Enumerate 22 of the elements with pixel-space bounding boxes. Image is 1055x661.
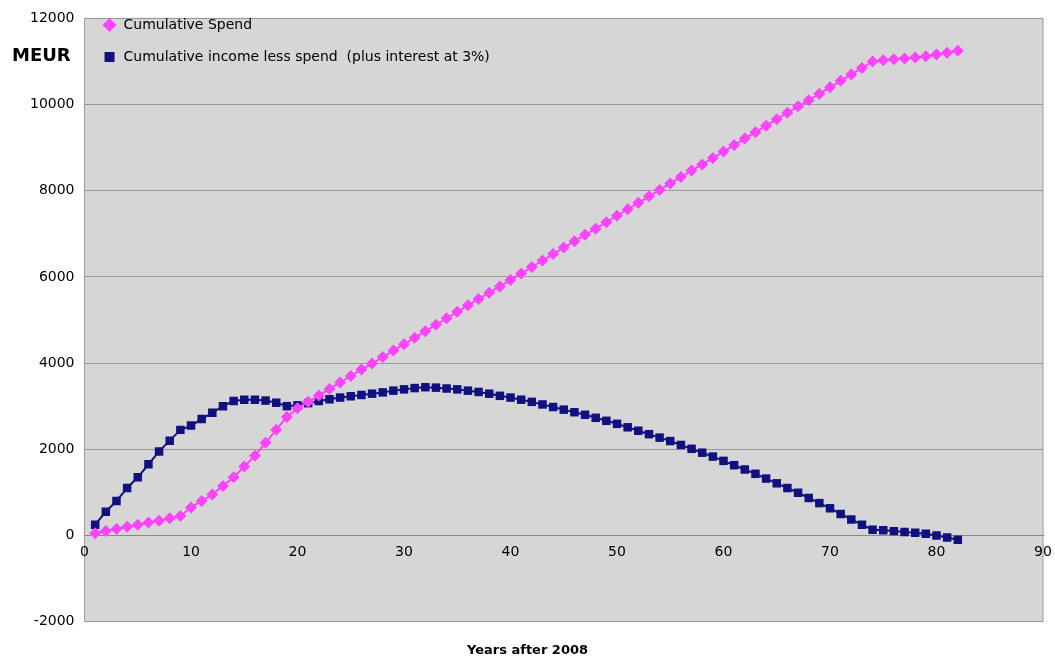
y-tick-label: 12000 — [29, 9, 75, 26]
y-tick-label: 4000 — [38, 353, 75, 370]
x-tick-label: 90 — [1034, 543, 1052, 560]
x-axis-title: Years after 2008 — [465, 642, 590, 657]
y-tick-label: -2000 — [33, 612, 75, 629]
x-tick-label: 10 — [182, 543, 200, 560]
legend-label: Cumulative Spend — [123, 15, 253, 32]
x-tick-label: 60 — [714, 543, 733, 560]
y-tick-label: 2000 — [38, 439, 75, 456]
y-tick-label: 8000 — [38, 181, 75, 198]
legend-label: Cumulative income less spend (plus interest at 3%) — [123, 47, 490, 64]
y-axis-title: MEUR — [12, 44, 71, 65]
x-tick-label: 40 — [501, 543, 520, 560]
y-tick-label: 10000 — [29, 95, 75, 112]
x-tick-label: 20 — [288, 543, 307, 560]
x-tick-label: 70 — [821, 543, 839, 560]
x-tick-label: 30 — [395, 543, 413, 560]
x-tick-label: 50 — [608, 543, 626, 560]
y-tick-label: 6000 — [38, 267, 75, 284]
x-tick-label: 0 — [80, 543, 89, 560]
y-tick-label: 0 — [65, 526, 75, 543]
x-tick-label: 80 — [927, 543, 946, 560]
